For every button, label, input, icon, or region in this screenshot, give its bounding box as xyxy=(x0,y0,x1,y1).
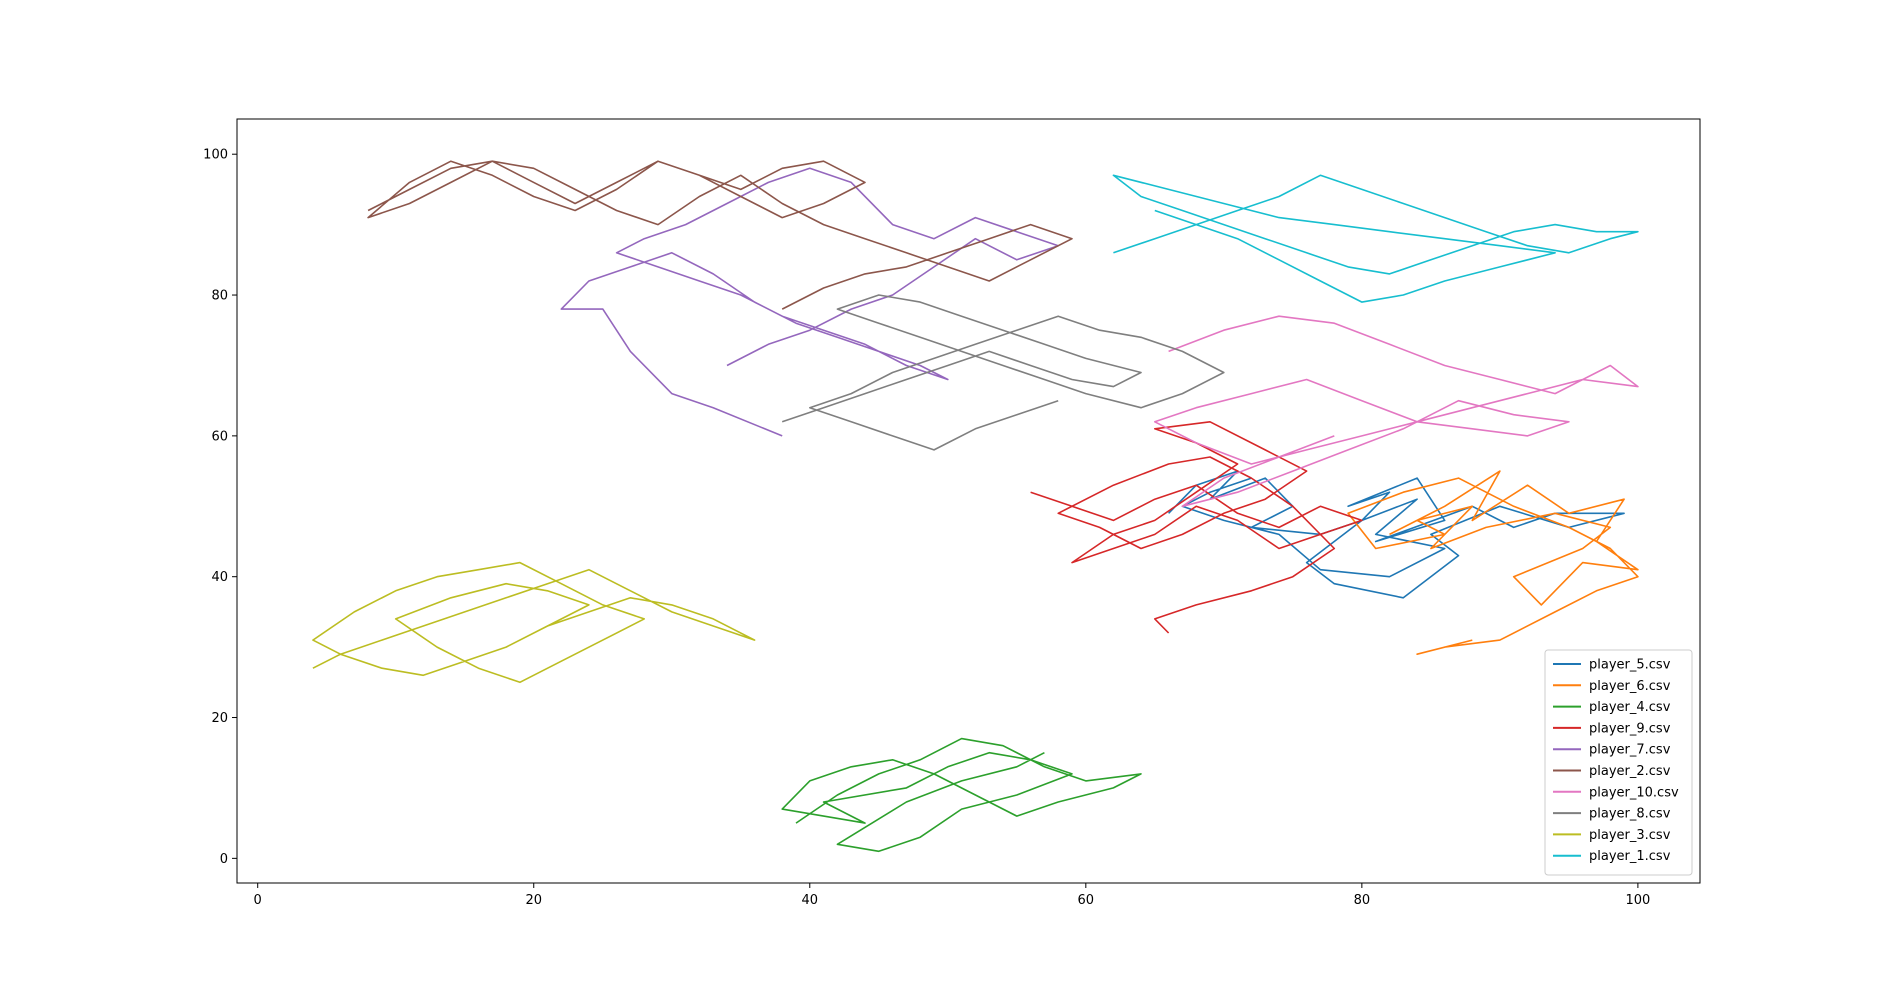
y-axis: 0 20 40 60 80 100 xyxy=(203,148,237,867)
legend-label: player_4.csv xyxy=(1589,700,1671,715)
y-tick-label: 80 xyxy=(211,289,228,304)
series-line-player-3 xyxy=(312,561,756,684)
series-line-player-1 xyxy=(1112,174,1639,303)
y-tick-label: 60 xyxy=(211,429,228,444)
series-line-player-10 xyxy=(1154,315,1639,508)
legend-label: player_7.csv xyxy=(1589,743,1671,758)
legend-label: player_9.csv xyxy=(1589,721,1671,736)
legend-label: player_10.csv xyxy=(1589,785,1679,800)
series-line-player-8 xyxy=(781,294,1225,451)
series-line-player-7 xyxy=(560,167,1059,437)
series-line-player-5 xyxy=(1168,470,1625,599)
x-tick-label: 80 xyxy=(1354,893,1371,908)
y-tick-label: 100 xyxy=(203,148,228,163)
y-tick-label: 0 xyxy=(220,852,228,867)
legend-label: player_5.csv xyxy=(1589,658,1671,673)
legend: player_5.csv player_6.csv player_4.csvplay… xyxy=(1544,649,1693,876)
x-axis: 0 20 40 60 80 100 xyxy=(254,883,1650,908)
x-tick-label: 20 xyxy=(525,893,542,908)
x-tick-label: 100 xyxy=(1625,893,1650,908)
legend-label: player_3.csv xyxy=(1589,828,1671,843)
x-tick-label: 60 xyxy=(1078,893,1095,908)
y-tick-label: 20 xyxy=(211,711,228,726)
y-tick-label: 40 xyxy=(211,570,228,585)
legend-label: player_6.csv xyxy=(1589,679,1671,694)
legend-box xyxy=(1544,649,1693,876)
plot-area-frame xyxy=(236,118,1701,884)
legend-label: player_8.csv xyxy=(1589,807,1671,822)
legend-label: player_1.csv xyxy=(1589,849,1671,864)
series-line-player-9 xyxy=(1030,420,1363,634)
series-line-player-6 xyxy=(1347,470,1639,656)
series-line-player-4 xyxy=(781,737,1142,853)
series-line-player-2 xyxy=(367,160,1073,310)
x-tick-label: 0 xyxy=(254,893,262,908)
series-layer xyxy=(312,160,1639,853)
legend-label: player_2.csv xyxy=(1589,764,1671,779)
x-tick-label: 40 xyxy=(802,893,819,908)
